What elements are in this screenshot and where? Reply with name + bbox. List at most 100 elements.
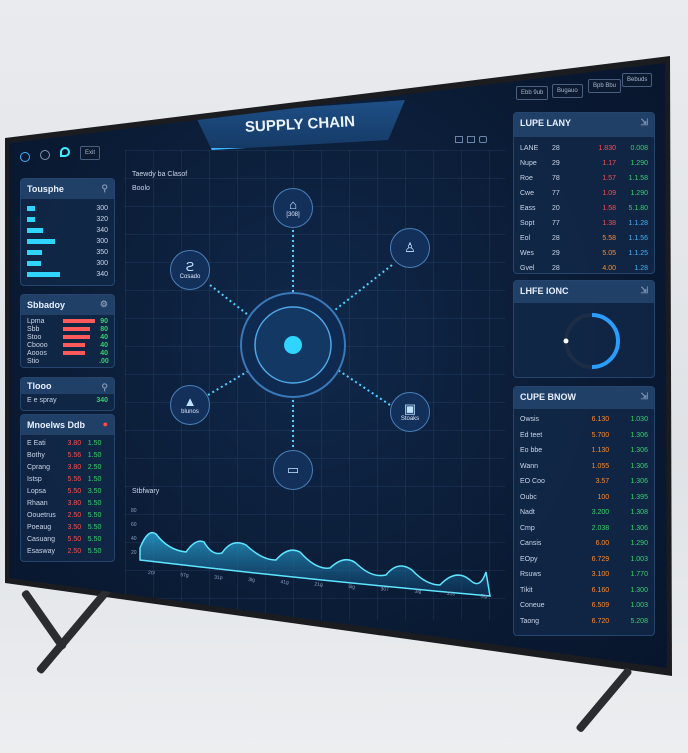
row-value: 80 (100, 325, 108, 333)
bars-panel: Tousphe ⚲ 300 320 340 300 350 300 340 (20, 178, 115, 286)
gauge-arc (591, 313, 620, 369)
top-button-4[interactable]: Bebuds (622, 73, 653, 87)
gauge (563, 313, 620, 369)
shortage-row: Stio .00 (21, 357, 114, 365)
node-distribution[interactable]: ▲ blunos (170, 385, 210, 425)
bar (27, 239, 55, 244)
row-value-green: 5.50 (87, 511, 102, 519)
wave-title: Stbfwary (132, 488, 160, 495)
shortage-list: Lpma 90 Sbb 80 Stoo 40 Cbooo 40 Aooos 40 Stio .00 (21, 315, 114, 367)
row-value-mid: 1.09 (602, 190, 616, 197)
bar-value: 350 (96, 249, 108, 256)
inventory-row: Cansis 6.00 1.290 (514, 536, 654, 552)
x-tick: 20l (147, 570, 155, 577)
row-value-red: 2.50 (67, 511, 82, 519)
bar-track (63, 351, 99, 355)
pin-icon[interactable]: ⚲ (101, 382, 108, 392)
stock-row: Gvel 28 4.00 1.28 (514, 261, 654, 273)
row-value-mid: 1.57 (602, 175, 616, 182)
node-warehouse[interactable]: ⌂ [308] (273, 188, 313, 228)
row-label: Taong (520, 617, 540, 625)
bar-track (27, 272, 90, 277)
row-label: Wann (520, 462, 539, 470)
layers-icon[interactable] (467, 136, 475, 143)
row-value-end: 1.1.28 (628, 220, 648, 227)
row-label: Oouetrus (27, 511, 56, 519)
row-value-end: 5.1.80 (628, 205, 648, 212)
order-row: Esasway 2.50 5.50 (21, 545, 114, 557)
row-value-end: 1.308 (630, 509, 648, 517)
bar-row: 320 (27, 214, 108, 225)
location-icon[interactable] (20, 152, 30, 162)
row-value-end: 0.008 (630, 145, 648, 152)
row-value-red: 5.50 (67, 487, 82, 495)
bar-value: 340 (96, 271, 108, 278)
row-value-green: 1.50 (87, 451, 102, 459)
expand-icon[interactable]: ⇲ (640, 391, 648, 401)
panel-header: Tlooo ⚲ (21, 378, 114, 394)
shortage-bar (63, 351, 86, 355)
shortage-panel: Sbbadoy ⚙ Lpma 90 Sbb 80 Stoo 40 Cbooo 40 Aooos 40… (20, 294, 115, 368)
bar-value: 320 (96, 216, 108, 223)
row-label: Rhaan (27, 499, 48, 507)
x-tick: 3lg (480, 593, 488, 600)
bar (27, 228, 43, 233)
inventory-row: EOpy 6.729 1.003 (514, 552, 654, 568)
exit-button[interactable]: Exit (80, 146, 101, 160)
row-value-mid: 5.05 (602, 250, 616, 257)
row-value-mid: 6.729 (591, 555, 610, 563)
timer-row: E e spray 340 (21, 394, 114, 407)
row-value-green: 5.50 (87, 523, 102, 531)
stock-row: Wes 29 5.05 1.1.25 (514, 246, 654, 261)
row-value: .00 (99, 357, 109, 365)
row-label: Rsuws (520, 571, 542, 579)
row-label: Gvel (520, 265, 535, 272)
row-value-green: 2.50 (87, 463, 102, 471)
inventory-row: Eo bbe 1.130 1.306 (514, 443, 654, 459)
bar-track (27, 239, 90, 244)
stock-row: Eol 28 5.58 1.1.56 (514, 231, 654, 246)
gauge-panel: LHFE IONC ⇲ (513, 280, 655, 378)
supplier-icon: ϩ (185, 259, 195, 274)
row-label: Cwe (520, 190, 535, 197)
row-label: Eo bbe (520, 447, 543, 455)
top-button-1[interactable]: Ebb 9ub (516, 86, 549, 100)
expand-icon[interactable]: ⇲ (640, 285, 648, 295)
row-label: Lpma (27, 317, 45, 325)
node-supplier[interactable]: ϩ Cosado (170, 250, 210, 290)
alert-icon[interactable]: ● (102, 419, 108, 429)
x-tick: 31p (214, 574, 223, 582)
window-icon[interactable] (479, 136, 487, 143)
top-button-2[interactable]: Bugauo (552, 84, 583, 98)
row-value-end: 1.306 (630, 447, 648, 455)
node-store[interactable]: ▣ Stoaks (390, 392, 430, 432)
pin-icon[interactable]: ⚲ (101, 183, 108, 193)
row-qty: 77 (552, 190, 560, 197)
settings-icon[interactable] (40, 150, 50, 160)
row-value-end: 1.290 (630, 540, 648, 548)
grid-icon[interactable] (455, 136, 463, 143)
row-value-red: 3.50 (67, 523, 82, 531)
row-qty: 28 (552, 265, 560, 272)
node-factory[interactable]: ♙ (390, 228, 430, 268)
link-left-bottom (207, 369, 251, 396)
top-button-3[interactable]: Bpb Bbu (588, 79, 622, 93)
row-qty: 77 (552, 220, 560, 227)
node-truck[interactable]: ▭ (273, 450, 313, 490)
stock-row: Nupe 29 1.17 1.290 (514, 156, 654, 171)
row-label: E Eati (27, 439, 46, 447)
bar (27, 250, 43, 255)
order-row: Cprang 3.80 2.50 (21, 461, 114, 473)
row-label: Poeaug (27, 523, 52, 531)
shortage-row: Sbb 80 (21, 325, 114, 333)
settings-icon[interactable]: ⚙ (99, 299, 108, 309)
row-value-end: 1.395 (630, 493, 648, 501)
row-value-mid: 1.830 (598, 145, 616, 152)
bar-row: 340 (27, 269, 108, 280)
row-label: Eol (520, 235, 531, 242)
pin-icon[interactable] (60, 147, 70, 157)
expand-icon[interactable]: ⇲ (640, 117, 648, 127)
shortage-row: Cbooo 40 (21, 341, 114, 349)
row-label: Nadt (520, 509, 535, 517)
row-value-end: 1.306 (630, 462, 648, 470)
